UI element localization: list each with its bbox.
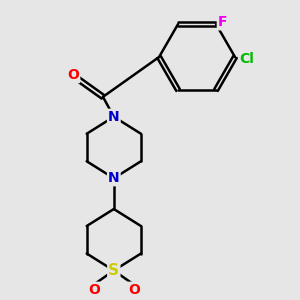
Text: O: O (68, 68, 79, 82)
Text: N: N (108, 171, 120, 185)
Text: F: F (218, 15, 227, 29)
Text: O: O (128, 283, 140, 297)
Text: O: O (88, 283, 100, 297)
Text: S: S (108, 263, 119, 278)
Text: Cl: Cl (239, 52, 254, 66)
Text: N: N (108, 110, 120, 124)
